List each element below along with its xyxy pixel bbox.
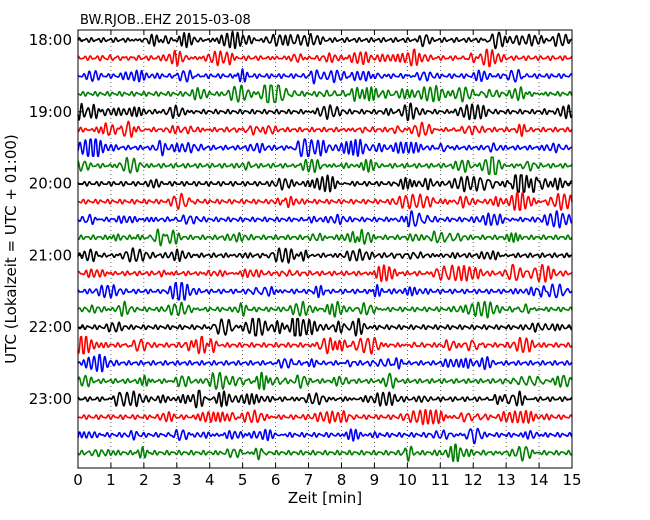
trace-row xyxy=(77,210,573,229)
x-tick-label: 12 xyxy=(464,471,483,489)
x-tick-label: 1 xyxy=(106,471,116,489)
x-tick-label: 2 xyxy=(139,471,149,489)
trace-row xyxy=(77,389,573,409)
trace-row xyxy=(77,335,573,355)
x-tick-label: 10 xyxy=(398,471,417,489)
x-tick-label: 5 xyxy=(238,471,248,489)
x-tick-label: 0 xyxy=(73,471,83,489)
y-tick-label: 22:00 xyxy=(29,318,72,336)
y-tick-label: 18:00 xyxy=(29,31,72,49)
trace-row xyxy=(77,68,573,85)
x-tick-label: 14 xyxy=(530,471,549,489)
trace-row xyxy=(77,192,573,211)
trace-row xyxy=(77,228,573,247)
x-tick-label: 7 xyxy=(304,471,314,489)
x-tick-label: 13 xyxy=(497,471,516,489)
plot-frame xyxy=(77,29,573,469)
x-axis-label: Zeit [min] xyxy=(288,489,362,507)
trace-row xyxy=(77,300,573,319)
trace-row xyxy=(77,371,573,391)
trace-row xyxy=(77,443,573,463)
trace-row xyxy=(77,427,573,445)
x-tick-label: 4 xyxy=(205,471,215,489)
trace-rows xyxy=(77,30,573,463)
y-tick-label: 21:00 xyxy=(29,246,72,264)
trace-row xyxy=(77,156,573,175)
trace-row xyxy=(77,138,573,157)
y-tick-label: 23:00 xyxy=(29,390,72,408)
trace-row xyxy=(77,264,573,283)
trace-row xyxy=(77,353,573,373)
trace-row xyxy=(77,84,573,104)
y-tick-label: 20:00 xyxy=(29,175,72,193)
trace-row xyxy=(77,408,573,426)
trace-row xyxy=(77,30,573,50)
x-tick-label: 6 xyxy=(271,471,281,489)
y-axis-label: UTC (Lokalzeit = UTC + 01:00) xyxy=(2,134,20,364)
trace-row xyxy=(77,174,573,193)
trace-row xyxy=(77,120,573,138)
x-axis: 0 1 2 3 4 5 6 7 8 9 10 11 12 13 14 15 xyxy=(73,30,582,489)
chart-title: BW.RJOB..EHZ 2015-03-08 xyxy=(80,13,251,28)
x-tick-label: 3 xyxy=(172,471,182,489)
trace-row xyxy=(77,102,573,122)
x-tick-label: 9 xyxy=(370,471,380,489)
x-tick-label: 11 xyxy=(431,471,450,489)
trace-row xyxy=(77,281,573,301)
trace-row xyxy=(77,317,573,337)
y-axis: 18:00 19:00 20:00 21:00 22:00 23:00 xyxy=(29,31,572,408)
x-tick-label: 8 xyxy=(337,471,347,489)
y-tick-label: 19:00 xyxy=(29,103,72,121)
trace-row xyxy=(77,48,573,68)
x-tick-label: 15 xyxy=(562,471,581,489)
trace-row xyxy=(77,247,573,264)
